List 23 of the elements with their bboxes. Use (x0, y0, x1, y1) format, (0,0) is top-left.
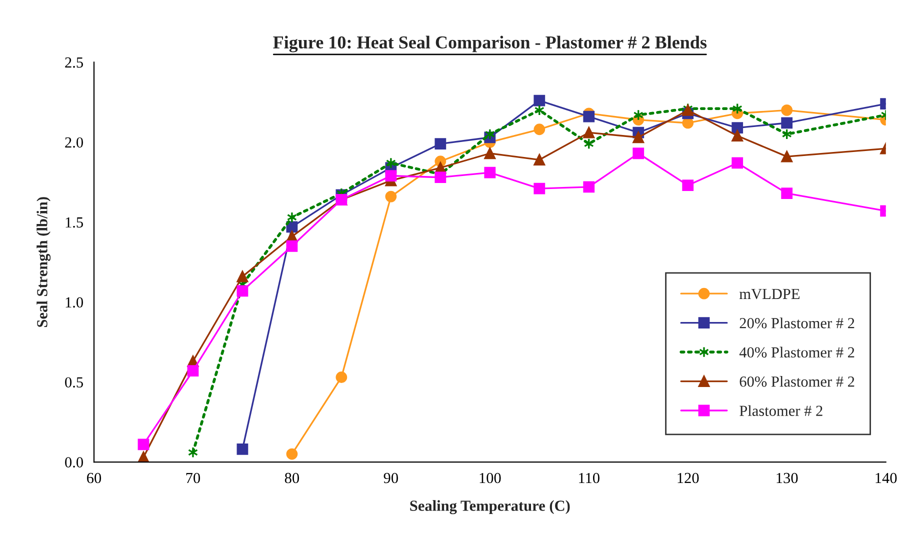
legend-label: 60% Plastomer # 2 (740, 376, 854, 387)
x-tick-label: 130 (776, 472, 798, 484)
y-axis-title: Seal Strength (lb/in) (36, 197, 51, 327)
x-tick-label: 80 (284, 472, 300, 484)
y-tick-label: 2.0 (65, 137, 83, 148)
x-axis-title: Sealing Temperature (C) (410, 500, 570, 514)
y-tick-label: 1.5 (66, 217, 83, 228)
legend-label: 20% Plastomer # 2 (740, 318, 854, 328)
y-tick-label: 0.5 (65, 377, 83, 388)
x-tick-label: 140 (876, 472, 897, 484)
legend-label: mVLDPE (739, 288, 800, 300)
x-tick-label: 90 (384, 472, 398, 484)
x-tick-label: 120 (678, 472, 699, 484)
x-tick-label: 70 (186, 472, 200, 484)
legend-label: 40% Plastomer # 2 (739, 346, 854, 358)
x-tick-label: 110 (579, 472, 600, 484)
y-tick-label: 0.0 (65, 457, 83, 468)
chart-title: Figure 10: Heat Seal Comparison - Plastomer # 2 Blends (273, 36, 707, 52)
y-tick-label: 1.0 (66, 297, 83, 308)
legend-label: Plastomer # 2 (740, 405, 822, 416)
y-tick-label: 2.5 (65, 57, 83, 68)
x-tick-label: 100 (480, 472, 501, 484)
x-tick-label: 60 (87, 472, 102, 484)
